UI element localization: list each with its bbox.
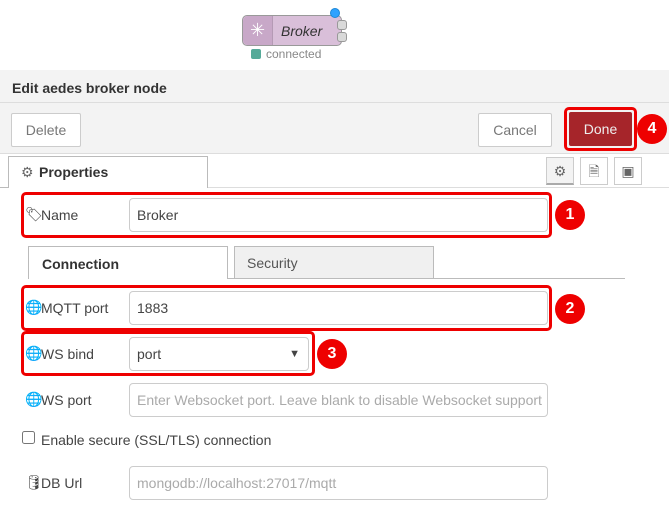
ws-port-input[interactable]: Enter Websocket port. Leave blank to dis…: [129, 383, 548, 417]
editor-header: [0, 70, 669, 154]
editor-title: Edit aedes broker node: [12, 80, 167, 96]
callout-badge: 4: [637, 114, 667, 144]
cancel-button[interactable]: Cancel: [478, 113, 552, 147]
ws-port-label: WS port: [41, 392, 92, 408]
globe-icon: 🌐: [25, 345, 43, 361]
globe-icon: 🌐: [25, 391, 43, 407]
ws-bind-select[interactable]: port ▼: [129, 337, 309, 371]
done-button[interactable]: Done: [569, 112, 632, 146]
node-changed-indicator: [330, 8, 340, 18]
output-port[interactable]: [337, 32, 347, 42]
output-port[interactable]: [337, 20, 347, 30]
node-label: Broker: [281, 23, 323, 39]
description-icon[interactable]: 🗎: [580, 157, 608, 185]
mqtt-port-input[interactable]: 1883: [129, 291, 548, 325]
ssl-label: Enable secure (SSL/TLS) connection: [41, 432, 272, 448]
mqtt-port-label: MQTT port: [41, 300, 109, 316]
callout-badge: 1: [555, 200, 585, 230]
status-icon: [251, 49, 261, 59]
mosquito-icon: ✳: [243, 16, 273, 45]
node-status: connected: [266, 47, 322, 61]
ssl-checkbox[interactable]: [22, 431, 35, 444]
name-input[interactable]: Broker: [129, 198, 548, 232]
tag-icon: 🏷: [25, 206, 43, 222]
delete-button[interactable]: Delete: [11, 113, 81, 147]
settings-icon[interactable]: ⚙: [546, 157, 574, 185]
database-icon: 🛢: [25, 474, 43, 490]
globe-icon: 🌐: [25, 299, 43, 315]
db-url-label: DB Url: [41, 475, 83, 491]
callout-badge: 3: [317, 339, 347, 369]
name-label: Name: [41, 207, 79, 223]
callout-badge: 2: [555, 294, 585, 324]
broker-node[interactable]: ✳ Broker: [242, 15, 342, 46]
chevron-down-icon: ▼: [289, 348, 300, 360]
db-url-input[interactable]: mongodb://localhost:27017/mqtt: [129, 466, 548, 500]
tab-properties[interactable]: ⚙ Properties: [8, 156, 208, 188]
tab-security[interactable]: Security: [234, 246, 434, 278]
gear-icon: ⚙: [21, 164, 34, 180]
tab-connection[interactable]: Connection: [28, 246, 228, 279]
appearance-icon[interactable]: ▣: [614, 157, 642, 185]
ws-bind-label: WS bind: [41, 346, 94, 362]
